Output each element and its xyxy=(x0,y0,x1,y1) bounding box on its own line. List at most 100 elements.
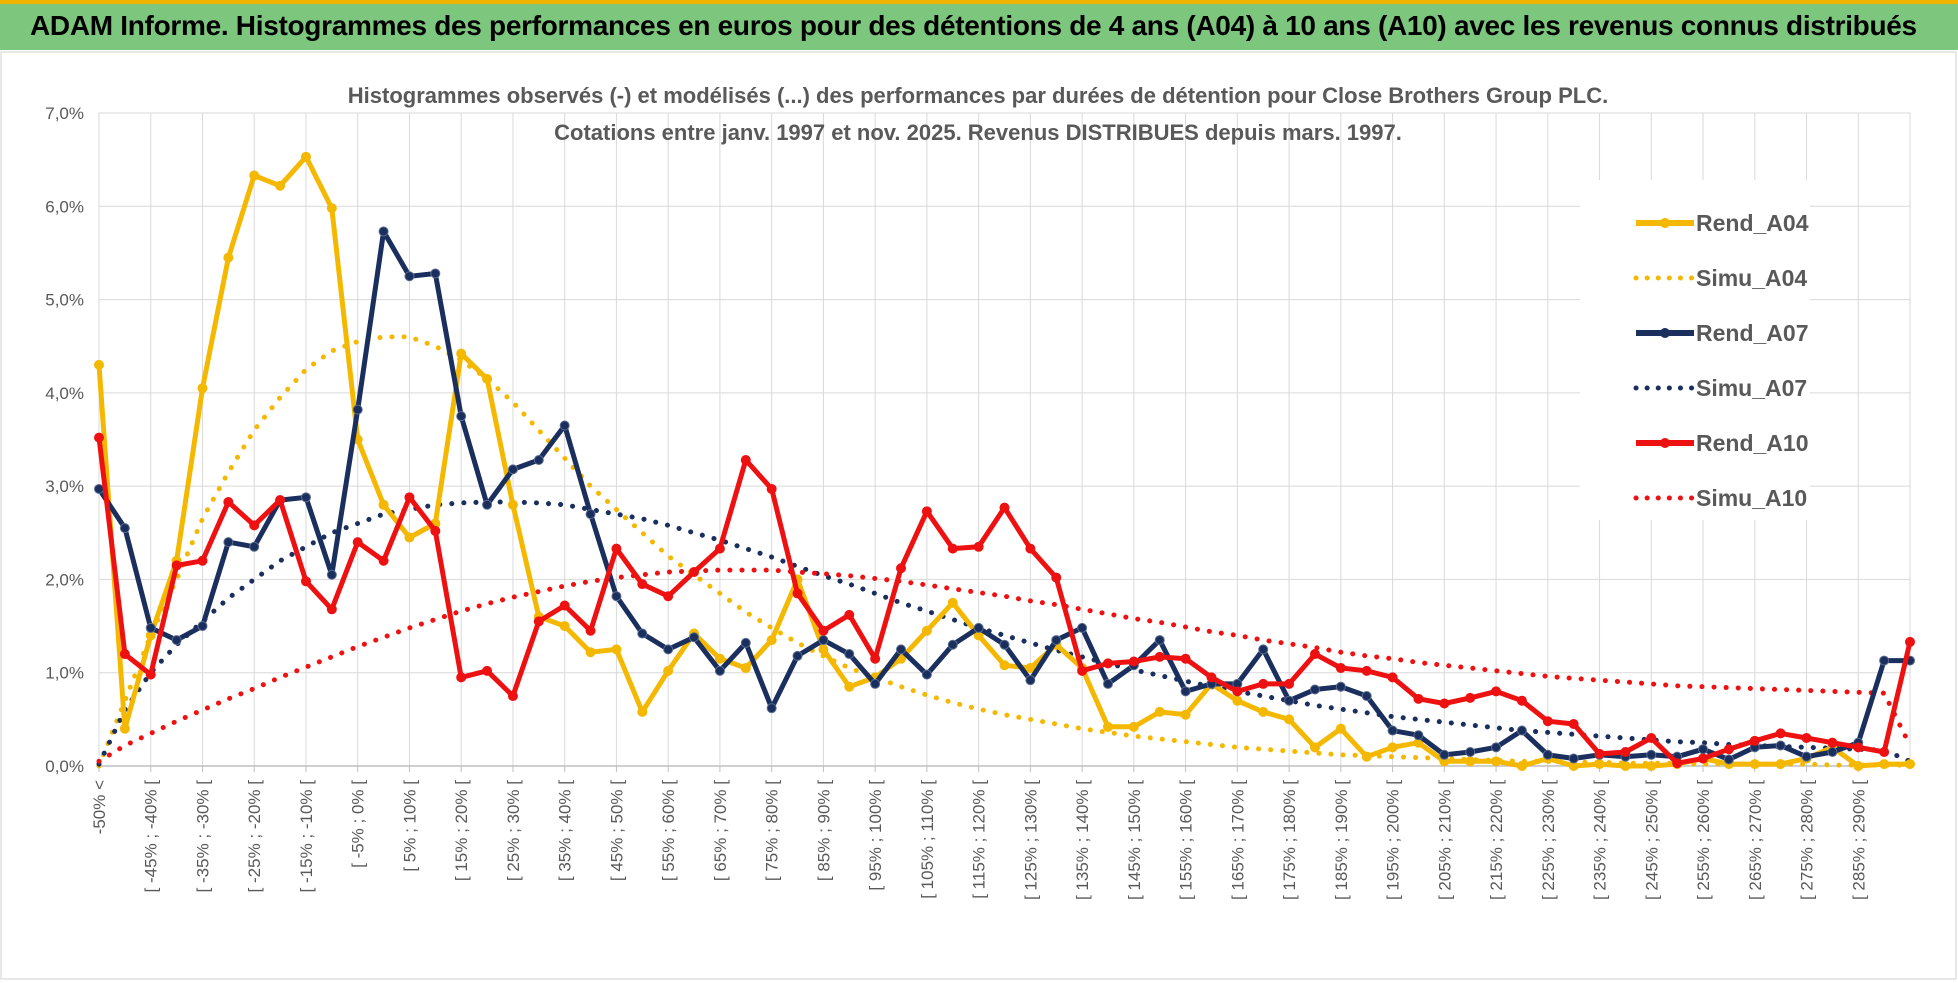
data-point-Rend_A07 xyxy=(870,678,881,689)
data-point-Rend_A04 xyxy=(378,499,389,510)
data-point-Rend_A10 xyxy=(1439,698,1450,709)
data-point-Rend_A07 xyxy=(844,649,855,660)
legend-item-Rend_A10: Rend_A10 xyxy=(1636,430,1808,456)
data-point-Rend_A04 xyxy=(1620,761,1631,771)
data-point-Rend_A07 xyxy=(1491,742,1502,753)
data-point-Rend_A07 xyxy=(1775,740,1786,751)
data-point-Rend_A10 xyxy=(1827,737,1838,748)
data-point-Rend_A07 xyxy=(300,492,311,503)
x-tick-label: [ -35% ; -30% [ xyxy=(193,780,212,893)
data-point-Rend_A07 xyxy=(1698,744,1709,755)
data-point-Rend_A04 xyxy=(1102,721,1113,732)
y-tick-label: 0,0% xyxy=(45,757,84,776)
legend-label: Simu_A10 xyxy=(1696,485,1807,511)
data-point-Rend_A07 xyxy=(947,639,958,650)
data-point-Rend_A10 xyxy=(1413,693,1424,704)
data-point-Rend_A10 xyxy=(1905,636,1915,647)
x-tick-label: [ 185% ; 190% [ xyxy=(1332,780,1351,900)
data-point-Rend_A10 xyxy=(818,625,829,636)
data-point-Rend_A04 xyxy=(1465,756,1476,767)
data-point-Rend_A10 xyxy=(1542,716,1553,727)
x-tick-label: [ 25% ; 30% [ xyxy=(504,780,523,881)
data-point-Rend_A07 xyxy=(507,464,518,475)
data-point-Rend_A10 xyxy=(1284,678,1295,689)
series-line-Simu_A07 xyxy=(96,499,1913,767)
data-point-Rend_A04 xyxy=(223,252,234,263)
data-point-Rend_A10 xyxy=(1775,728,1786,739)
x-tick-label: [ 225% ; 230% [ xyxy=(1539,780,1558,900)
data-point-Rend_A10 xyxy=(171,560,182,571)
data-point-Rend_A10 xyxy=(1491,686,1502,697)
legend-label: Simu_A04 xyxy=(1696,265,1807,291)
data-point-Rend_A07 xyxy=(378,226,389,237)
data-point-Rend_A04 xyxy=(559,621,570,632)
data-point-Rend_A04 xyxy=(1180,709,1191,720)
x-tick-label: [ 105% ; 110% [ xyxy=(918,780,937,899)
data-point-Rend_A10 xyxy=(870,653,881,664)
data-point-Rend_A07 xyxy=(456,411,467,422)
data-point-Rend_A10 xyxy=(1672,758,1683,769)
data-point-Rend_A07 xyxy=(223,537,234,548)
data-point-Rend_A10 xyxy=(1232,686,1243,697)
header-bar: ADAM Informe. Histogrammes des performan… xyxy=(0,0,1958,50)
legend-item-Rend_A07: Rend_A07 xyxy=(1636,320,1808,346)
y-axis: 0,0% 1,0% 2,0% 3,0% 4,0% 5,0% 6,0% 7,0% xyxy=(45,104,84,776)
legend-marker xyxy=(1660,438,1670,448)
data-point-Rend_A04 xyxy=(275,180,286,191)
data-point-Rend_A04 xyxy=(766,635,777,646)
legend-marker xyxy=(1660,218,1670,228)
data-point-Rend_A07 xyxy=(1568,753,1579,764)
report-title: ADAM Informe. Histogrammes des performan… xyxy=(30,10,1917,41)
x-tick-label: [ 85% ; 90% [ xyxy=(814,780,833,881)
data-point-Rend_A07 xyxy=(404,271,415,282)
data-point-Rend_A04 xyxy=(119,723,130,734)
data-point-Rend_A10 xyxy=(119,649,130,660)
data-point-Rend_A10 xyxy=(1128,656,1139,667)
data-point-Rend_A04 xyxy=(1284,714,1295,725)
data-point-Rend_A07 xyxy=(740,637,751,648)
data-point-Rend_A10 xyxy=(404,492,415,503)
x-tick-label: [ 275% ; 280% [ xyxy=(1798,780,1817,900)
data-point-Rend_A07 xyxy=(430,268,441,279)
x-tick-label: [ 35% ; 40% [ xyxy=(556,780,575,881)
data-point-Rend_A10 xyxy=(766,483,777,494)
legend-background xyxy=(1580,180,1810,520)
data-point-Rend_A10 xyxy=(1309,649,1320,660)
data-point-Rend_A10 xyxy=(352,537,363,548)
x-tick-label: [ 45% ; 50% [ xyxy=(607,780,626,881)
data-point-Rend_A04 xyxy=(1154,706,1165,717)
data-point-Rend_A04 xyxy=(1309,742,1320,753)
data-point-Rend_A07 xyxy=(611,591,622,602)
x-tick-label: [ 75% ; 80% [ xyxy=(763,780,782,881)
x-tick-label: [ 195% ; 200% [ xyxy=(1384,780,1403,900)
x-tick-label: [ 165% ; 170% [ xyxy=(1228,780,1247,900)
data-point-Rend_A04 xyxy=(300,151,311,162)
data-point-Rend_A10 xyxy=(947,543,958,554)
data-point-Rend_A07 xyxy=(637,628,648,639)
x-tick-label: [ 5% ; 10% [ xyxy=(400,780,419,872)
data-point-Rend_A04 xyxy=(456,348,467,359)
data-point-Rend_A04 xyxy=(1258,706,1269,717)
data-point-Rend_A10 xyxy=(896,563,907,574)
data-point-Rend_A10 xyxy=(1077,665,1088,676)
data-point-Rend_A04 xyxy=(740,663,751,674)
data-point-Rend_A07 xyxy=(1335,681,1346,692)
data-point-Rend_A07 xyxy=(1180,686,1191,697)
x-tick-label: [ 255% ; 260% [ xyxy=(1694,780,1713,900)
data-point-Rend_A10 xyxy=(611,543,622,554)
x-tick-label: [ 15% ; 20% [ xyxy=(452,780,471,881)
data-point-Rend_A07 xyxy=(197,621,208,632)
data-point-Rend_A10 xyxy=(223,497,234,508)
x-tick-label: [ 55% ; 60% [ xyxy=(659,780,678,881)
data-point-Rend_A07 xyxy=(1102,678,1113,689)
x-tick-label: [ 115% ; 120% [ xyxy=(970,780,989,899)
series-line-Simu_A10 xyxy=(96,567,1913,764)
data-point-Rend_A10 xyxy=(507,691,518,702)
data-point-Rend_A07 xyxy=(896,644,907,655)
chart-area: 0,0% 1,0% 2,0% 3,0% 4,0% 5,0% 6,0% 7,0% -50% < [… xyxy=(0,50,1958,983)
data-point-Rend_A10 xyxy=(585,625,596,636)
data-point-Rend_A10 xyxy=(714,543,725,554)
legend-item-Simu_A10: Simu_A10 xyxy=(1633,485,1807,511)
data-point-Rend_A04 xyxy=(947,597,958,608)
x-tick-label: -50% < xyxy=(90,780,109,834)
